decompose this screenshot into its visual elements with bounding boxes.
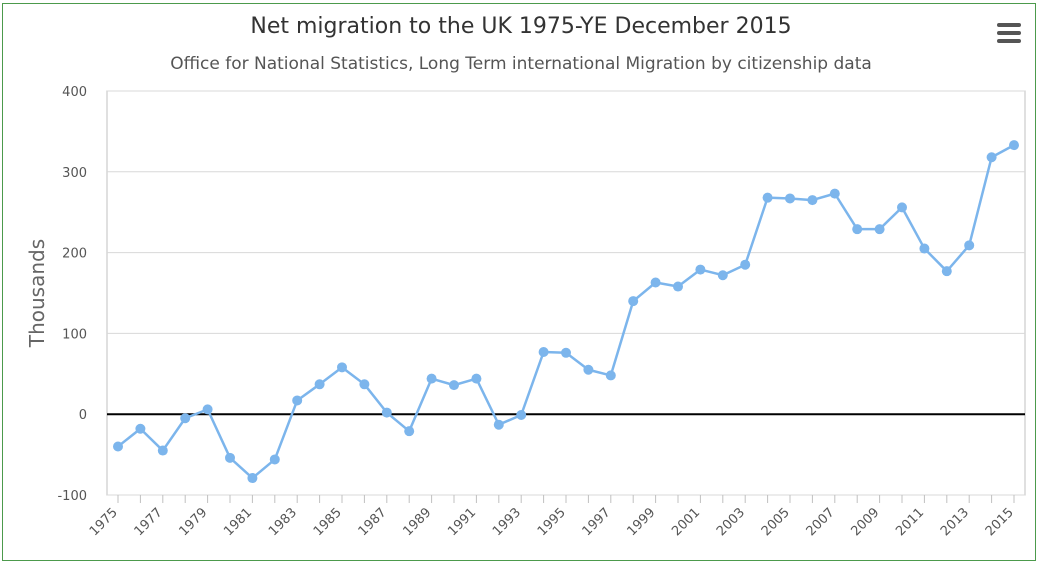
x-tick-label: 1997 xyxy=(580,505,614,539)
x-tick-label: 1999 xyxy=(624,505,658,539)
data-point xyxy=(538,346,549,357)
data-point xyxy=(493,419,504,430)
data-point xyxy=(964,240,975,251)
x-tick-label: 1993 xyxy=(490,505,524,539)
chart-subtitle: Office for National Statistics, Long Ter… xyxy=(170,54,872,74)
data-point xyxy=(337,362,347,373)
x-tick-label: 1985 xyxy=(311,505,345,539)
data-point xyxy=(673,281,683,292)
y-tick-label: -100 xyxy=(57,489,87,504)
data-point xyxy=(785,193,795,204)
x-tick-label: 1981 xyxy=(221,505,255,539)
y-axis-label: Thousands xyxy=(25,239,49,348)
x-tick-label: 2005 xyxy=(759,505,793,539)
x-tick-label: 2007 xyxy=(804,505,838,539)
data-point xyxy=(381,407,392,418)
x-tick-label: 1989 xyxy=(400,505,434,539)
data-point xyxy=(247,473,258,484)
data-point xyxy=(471,373,482,384)
data-point xyxy=(113,441,123,452)
data-point xyxy=(874,224,885,235)
data-point xyxy=(583,364,594,375)
data-point xyxy=(986,152,997,163)
x-tick-label: 1995 xyxy=(535,505,569,539)
data-point xyxy=(650,277,661,288)
plot-border xyxy=(106,90,1026,496)
data-point xyxy=(1009,140,1019,151)
data-point xyxy=(269,454,280,465)
x-tick-label: 1983 xyxy=(266,505,300,539)
x-tick-label: 1975 xyxy=(87,505,121,539)
data-point xyxy=(807,195,818,206)
menu-bar xyxy=(997,23,1021,27)
y-tick-label: 200 xyxy=(62,247,87,262)
y-tick-label: 300 xyxy=(62,166,87,181)
hamburger-menu-icon[interactable] xyxy=(994,20,1024,46)
x-tick-label: 1991 xyxy=(445,505,479,539)
menu-bar xyxy=(997,31,1021,35)
data-point xyxy=(941,266,952,277)
x-tick-label: 2015 xyxy=(983,505,1017,539)
data-point xyxy=(762,192,773,203)
data-point xyxy=(695,264,706,275)
x-tick-label: 1977 xyxy=(132,505,166,539)
y-axis: -100 0 100 200 300 400 xyxy=(57,85,87,504)
x-tick-label: 2011 xyxy=(893,505,927,539)
chart-frame xyxy=(2,3,1036,561)
data-point xyxy=(605,370,616,381)
data-point xyxy=(225,452,235,463)
y-tick-label: 400 xyxy=(62,85,87,100)
data-point xyxy=(404,426,415,437)
data-point xyxy=(717,270,728,281)
x-tick-label: 2001 xyxy=(669,505,703,539)
y-tick-label: 0 xyxy=(79,408,87,423)
series-line xyxy=(117,144,1015,480)
data-point xyxy=(292,395,303,406)
data-point xyxy=(426,373,437,384)
data-point xyxy=(919,243,930,254)
data-point xyxy=(829,188,840,199)
x-tick-label: 1987 xyxy=(356,505,390,539)
data-point xyxy=(135,423,146,434)
series xyxy=(113,140,1019,484)
data-point xyxy=(740,259,751,270)
y-tick-label: 100 xyxy=(62,327,87,342)
data-point xyxy=(897,202,907,213)
data-point xyxy=(314,379,325,390)
data-point xyxy=(157,445,168,456)
x-tick-label: 1979 xyxy=(176,505,210,539)
x-tick-label: 2003 xyxy=(714,505,748,539)
data-point xyxy=(449,380,459,391)
data-point xyxy=(359,379,370,390)
chart-title: Net migration to the UK 1975-YE December… xyxy=(250,14,792,39)
x-axis: 1975 1977 1979 1981 1983 1985 1987 1989 1991 1993… xyxy=(87,495,1017,539)
x-tick-label: 2009 xyxy=(848,505,882,539)
data-point xyxy=(628,296,639,307)
data-point xyxy=(852,224,863,235)
data-point xyxy=(180,413,191,424)
gridlines xyxy=(106,90,1026,496)
menu-bar xyxy=(997,39,1021,43)
data-point xyxy=(561,347,571,358)
data-point xyxy=(202,404,213,415)
data-point xyxy=(516,410,527,421)
x-tick-label: 2013 xyxy=(938,505,972,539)
